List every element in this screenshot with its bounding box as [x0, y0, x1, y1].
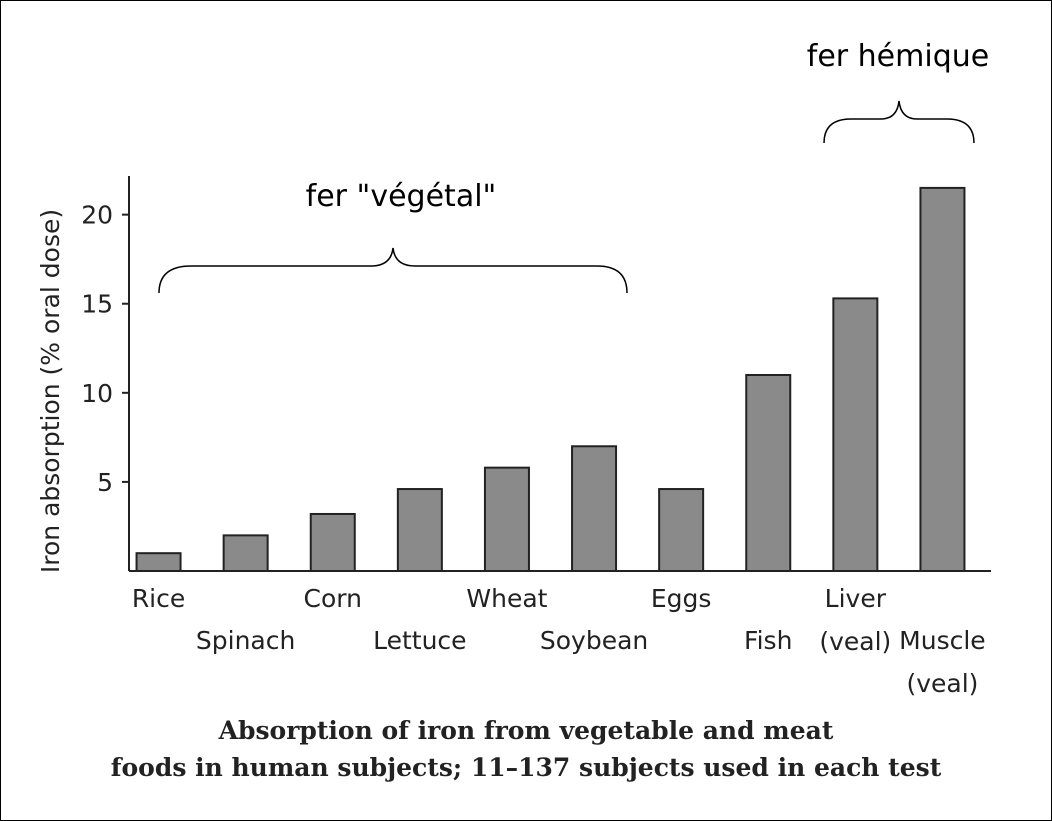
brace	[158, 247, 628, 294]
x-tick-label: Wheat	[466, 584, 548, 613]
bar	[309, 512, 356, 572]
bar	[571, 445, 618, 573]
annotation: fer "végétal"	[306, 179, 497, 214]
x-tick-label: Soybean	[539, 626, 649, 655]
x-tick-label: Corn	[303, 584, 362, 613]
brace	[823, 100, 975, 144]
caption: Absorption of iron from vegetable and me…	[218, 716, 834, 745]
x-tick-label: Spinach	[195, 626, 296, 655]
y-tick-label: 15	[81, 290, 113, 319]
caption: foods in human subjects; 11–137 subjects…	[110, 753, 942, 782]
bar	[135, 552, 182, 573]
x-tick-label: Eggs	[650, 584, 712, 613]
bar	[396, 488, 443, 573]
x-tick-label: Liver (veal)	[819, 584, 892, 656]
bar	[832, 297, 879, 572]
x-tick-label: Rice	[131, 584, 186, 613]
x-tick-label: Fish	[744, 626, 793, 655]
annotation: fer hémique	[807, 39, 989, 74]
x-tick-label: Muscle (veal)	[899, 626, 986, 698]
y-tick-label: 5	[97, 468, 113, 497]
bar	[658, 488, 705, 573]
bar	[745, 374, 792, 572]
bar	[222, 534, 269, 573]
y-tick-label: 10	[81, 379, 113, 408]
bar	[483, 466, 530, 572]
bar	[919, 186, 966, 572]
y-axis-title: Iron absorption (% oral dose)	[36, 209, 65, 573]
y-tick-label: 20	[81, 201, 113, 230]
x-tick-label: Lettuce	[373, 626, 467, 655]
